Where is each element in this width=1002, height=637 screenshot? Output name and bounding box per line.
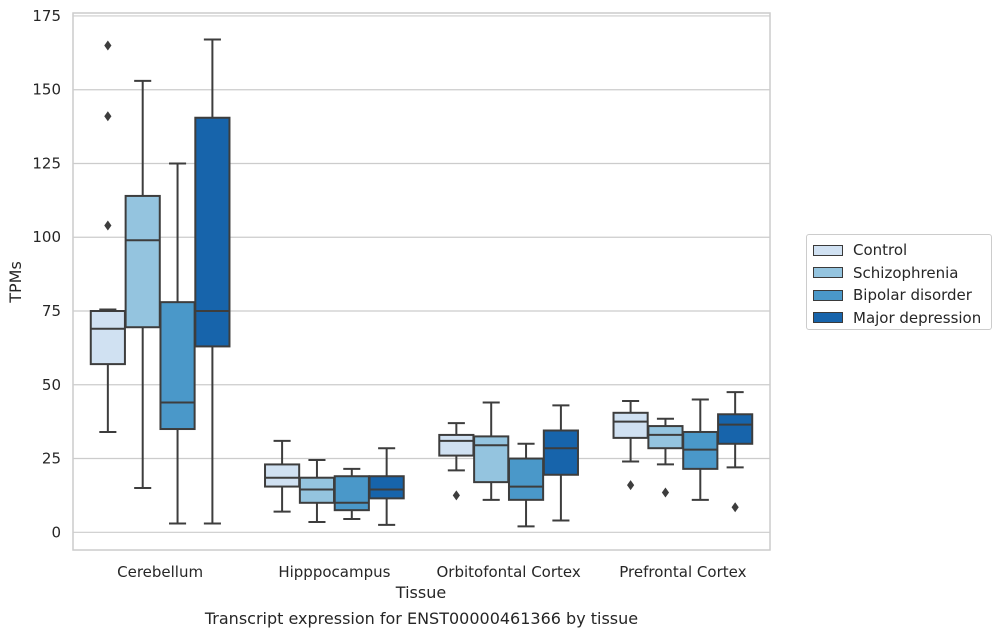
box-plot-series bbox=[89, 38, 754, 528]
box bbox=[264, 439, 301, 513]
legend-label: Bipolar disorder bbox=[853, 286, 972, 305]
y-tick-label: 100 bbox=[32, 228, 61, 246]
y-tick-label: 125 bbox=[32, 154, 61, 172]
x-axis-label: Tissue bbox=[395, 583, 446, 602]
legend-item: Major depression bbox=[813, 307, 991, 330]
outlier-point bbox=[104, 220, 112, 231]
box bbox=[298, 459, 336, 523]
box bbox=[717, 391, 754, 513]
box-iqr bbox=[473, 435, 510, 484]
y-tick-label: 25 bbox=[42, 450, 61, 468]
x-tick-label: Prefrontal Cortex bbox=[619, 563, 746, 581]
legend-swatch bbox=[813, 289, 843, 301]
box bbox=[368, 447, 405, 526]
box bbox=[89, 40, 126, 433]
x-tick-label: Hipppocampus bbox=[278, 563, 390, 581]
box-iqr bbox=[194, 116, 231, 348]
legend-item: Schizophrenia bbox=[813, 262, 991, 285]
legend-item: Control bbox=[813, 239, 991, 262]
legend-label: Schizophrenia bbox=[853, 263, 959, 282]
box-iqr bbox=[89, 310, 126, 366]
outlier-point bbox=[452, 490, 460, 501]
x-axis-ticks: Cerebellum Hipppocampus Orbitofontal Corte… bbox=[117, 563, 746, 581]
legend-label: Control bbox=[853, 241, 908, 260]
box bbox=[333, 467, 370, 521]
legend-swatch bbox=[813, 244, 843, 256]
y-axis-ticks: 0 25 50 75 100 125 150 175 bbox=[32, 7, 61, 541]
box-iqr bbox=[647, 425, 684, 450]
box bbox=[194, 38, 231, 525]
box bbox=[507, 442, 545, 528]
box bbox=[612, 399, 649, 491]
legend-label: Major depression bbox=[853, 308, 982, 327]
box bbox=[438, 422, 475, 501]
y-axis-label: TPMs bbox=[6, 261, 25, 304]
outlier-point bbox=[731, 502, 739, 513]
box-iqr bbox=[333, 475, 370, 512]
y-tick-label: 0 bbox=[51, 523, 61, 541]
box bbox=[473, 401, 510, 501]
legend-item: Bipolar disorder bbox=[813, 284, 991, 307]
y-tick-label: 75 bbox=[42, 302, 61, 320]
y-tick-label: 175 bbox=[32, 7, 61, 25]
plot-frame bbox=[72, 12, 771, 551]
box bbox=[124, 79, 161, 490]
box-iqr bbox=[717, 413, 754, 445]
x-tick-label: Cerebellum bbox=[117, 563, 203, 581]
legend-swatch bbox=[813, 312, 843, 324]
y-tick-label: 50 bbox=[42, 376, 61, 394]
box-iqr bbox=[264, 463, 301, 488]
box-iqr bbox=[612, 411, 649, 439]
legend-swatch bbox=[813, 267, 843, 279]
box-iqr bbox=[124, 194, 161, 329]
box bbox=[682, 398, 719, 501]
outlier-point bbox=[104, 40, 112, 51]
y-tick-label: 150 bbox=[32, 81, 61, 99]
box-iqr bbox=[159, 301, 196, 431]
outlier-point bbox=[661, 487, 670, 498]
legend: Control Schizophrenia Bipolar disorder Majo… bbox=[806, 234, 992, 330]
outlier-point bbox=[627, 480, 635, 491]
chart-caption: Transcript expression for ENST0000046136… bbox=[204, 609, 639, 628]
box-iqr bbox=[507, 457, 545, 501]
box bbox=[542, 404, 579, 522]
box-iqr bbox=[438, 433, 475, 457]
x-tick-label: Orbitofontal Cortex bbox=[437, 563, 581, 581]
box-iqr bbox=[542, 429, 579, 476]
outlier-point bbox=[104, 111, 112, 122]
box bbox=[159, 162, 196, 525]
box-iqr bbox=[368, 475, 405, 500]
